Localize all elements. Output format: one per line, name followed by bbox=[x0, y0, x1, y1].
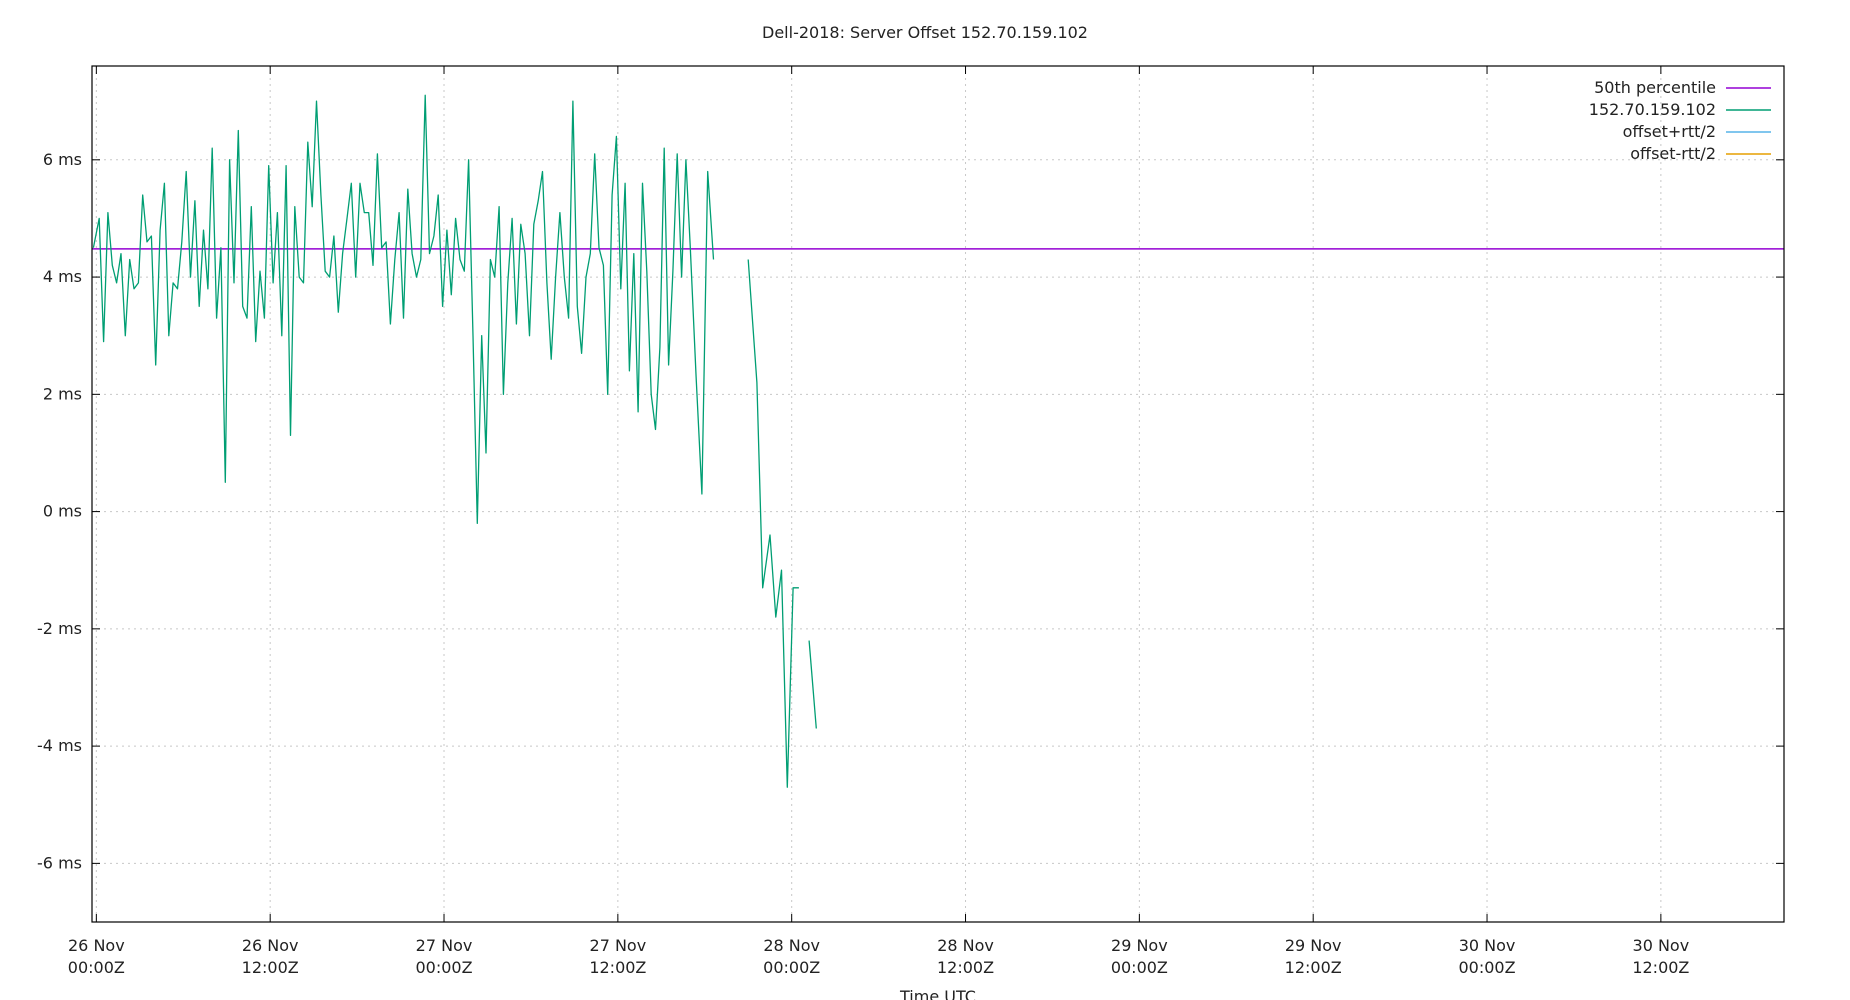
legend: 50th percentile 152.70.159.102 offset+rtt/… bbox=[1589, 78, 1771, 163]
x-tick-label-date: 30 Nov bbox=[1633, 936, 1690, 955]
x-tick-label-time: 00:00Z bbox=[1111, 958, 1168, 977]
legend-label: 152.70.159.102 bbox=[1589, 100, 1716, 119]
offset-series-line bbox=[92, 94, 715, 524]
plot-area bbox=[92, 94, 1784, 788]
x-tick-label-date: 26 Nov bbox=[68, 936, 125, 955]
y-tick-label: -4 ms bbox=[37, 736, 82, 755]
grid bbox=[92, 66, 1784, 922]
y-tick-label: -2 ms bbox=[37, 619, 82, 638]
offset-series-line bbox=[808, 640, 817, 729]
x-tick-label-date: 27 Nov bbox=[416, 936, 473, 955]
x-tick-label-time: 12:00Z bbox=[1632, 958, 1689, 977]
x-tick-label-date: 30 Nov bbox=[1459, 936, 1516, 955]
y-tick-label: -6 ms bbox=[37, 853, 82, 872]
x-axis-label: Time UTC bbox=[899, 987, 976, 1000]
x-tick-label-date: 29 Nov bbox=[1285, 936, 1342, 955]
chart-title: Dell-2018: Server Offset 152.70.159.102 bbox=[762, 23, 1088, 42]
x-tick-label-time: 00:00Z bbox=[763, 958, 820, 977]
axes: 6 ms 4 ms 2 ms 0 ms -2 ms -4 ms -6 ms 26 Nov 00:… bbox=[37, 66, 1784, 977]
x-tick-label-time: 12:00Z bbox=[242, 958, 299, 977]
x-tick-label-time: 00:00Z bbox=[68, 958, 125, 977]
x-tick-label-time: 12:00Z bbox=[937, 958, 994, 977]
x-tick-label-time: 00:00Z bbox=[1458, 958, 1515, 977]
x-tick-label-time: 12:00Z bbox=[1285, 958, 1342, 977]
x-tick-label-date: 26 Nov bbox=[242, 936, 299, 955]
legend-label: offset-rtt/2 bbox=[1630, 144, 1716, 163]
y-tick-label: 4 ms bbox=[43, 267, 82, 286]
x-tick-label-time: 12:00Z bbox=[589, 958, 646, 977]
offset-series-line bbox=[747, 259, 799, 788]
y-tick-label: 6 ms bbox=[43, 150, 82, 169]
legend-label: 50th percentile bbox=[1594, 78, 1716, 97]
x-tick-label-date: 27 Nov bbox=[590, 936, 647, 955]
y-tick-label: 2 ms bbox=[43, 384, 82, 403]
x-tick-label-time: 00:00Z bbox=[415, 958, 472, 977]
plot-frame bbox=[91, 65, 1785, 923]
x-tick-label-date: 29 Nov bbox=[1111, 936, 1168, 955]
legend-label: offset+rtt/2 bbox=[1623, 122, 1716, 141]
x-tick-label-date: 28 Nov bbox=[763, 936, 820, 955]
y-tick-label: 0 ms bbox=[43, 502, 82, 521]
x-tick-label-date: 28 Nov bbox=[937, 936, 994, 955]
